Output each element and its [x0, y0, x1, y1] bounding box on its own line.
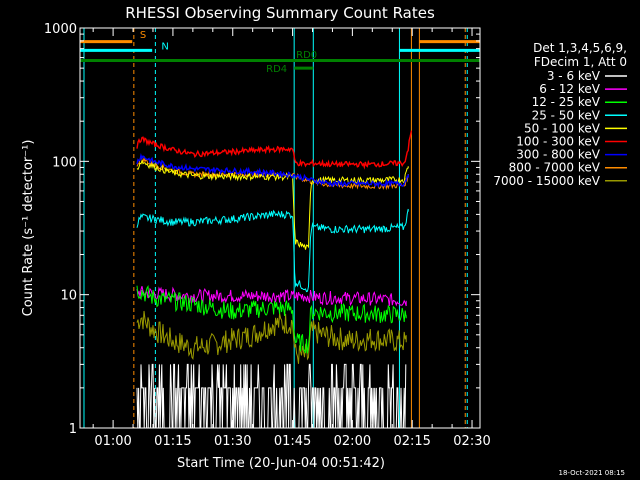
- legend-label: 7000 - 15000 keV: [493, 174, 600, 188]
- plot-frame: [79, 27, 481, 429]
- legend-label: 300 - 800 keV: [516, 148, 600, 162]
- x-tick-label: 02:00: [334, 434, 371, 449]
- legend-header: Det 1,3,4,5,6,9,: [533, 41, 627, 55]
- attenuator-flag-label: S: [140, 30, 146, 41]
- legend-label: 3 - 6 keV: [547, 69, 601, 83]
- y-tick-label: 1: [69, 422, 77, 437]
- y-tick-label: 10: [60, 289, 77, 304]
- legend-label: 12 - 25 keV: [532, 95, 601, 109]
- saa-flag-label: N: [161, 41, 168, 52]
- x-tick-label: 01:00: [94, 434, 131, 449]
- series-line-25-50-kev: [136, 208, 409, 293]
- y-axis-label: Count Rate (s⁻¹ detector⁻¹): [21, 140, 36, 317]
- y-tick-label: 1000: [44, 22, 77, 37]
- series-line-6-12-kev: [136, 286, 407, 307]
- x-axis-label: Start Time (20-Jun-04 00:51:42): [177, 456, 385, 471]
- x-tick-label: 02:15: [393, 434, 430, 449]
- chart-title: RHESSI Observing Summary Count Rates: [125, 4, 435, 22]
- legend-label: 800 - 7000 keV: [509, 161, 601, 175]
- series-line-800-7000-kev: [136, 154, 409, 191]
- rd0-flag-label: RD0: [296, 50, 317, 61]
- legend-label: 50 - 100 keV: [524, 121, 601, 135]
- legend-label: 6 - 12 keV: [539, 82, 601, 96]
- legend-header: FDecim 1, Att 0: [534, 55, 627, 69]
- legend-label: 100 - 300 keV: [516, 135, 600, 149]
- series-line-7000-15000-kev: [136, 310, 407, 364]
- series-line-3-6-kev: [136, 363, 407, 429]
- x-tick-label: 01:30: [214, 434, 251, 449]
- series-line-12-25-kev: [136, 284, 407, 354]
- series-line-50-100-kev: [136, 159, 409, 250]
- x-tick-label: 01:45: [274, 434, 311, 449]
- axes: 01:00 01:15 01:30 01:45 02:00 02:15 02:30 1 10 10…: [44, 22, 491, 449]
- legend: Det 1,3,4,5,6,9,FDecim 1, Att 03 - 6 keV…: [493, 41, 627, 188]
- legend-label: 25 - 50 keV: [532, 108, 601, 122]
- series-line-300-800-kev: [136, 152, 409, 189]
- rd4-flag-label: RD4: [266, 64, 287, 75]
- series-line-100-300-kev: [136, 130, 413, 170]
- footer-date: 18-Oct-2021 08:15: [559, 469, 625, 477]
- x-tick-label: 02:30: [453, 434, 490, 449]
- plot-area: S N RD0 RD4: [80, 28, 480, 429]
- y-tick-label: 100: [52, 155, 77, 170]
- x-tick-label: 01:15: [154, 434, 191, 449]
